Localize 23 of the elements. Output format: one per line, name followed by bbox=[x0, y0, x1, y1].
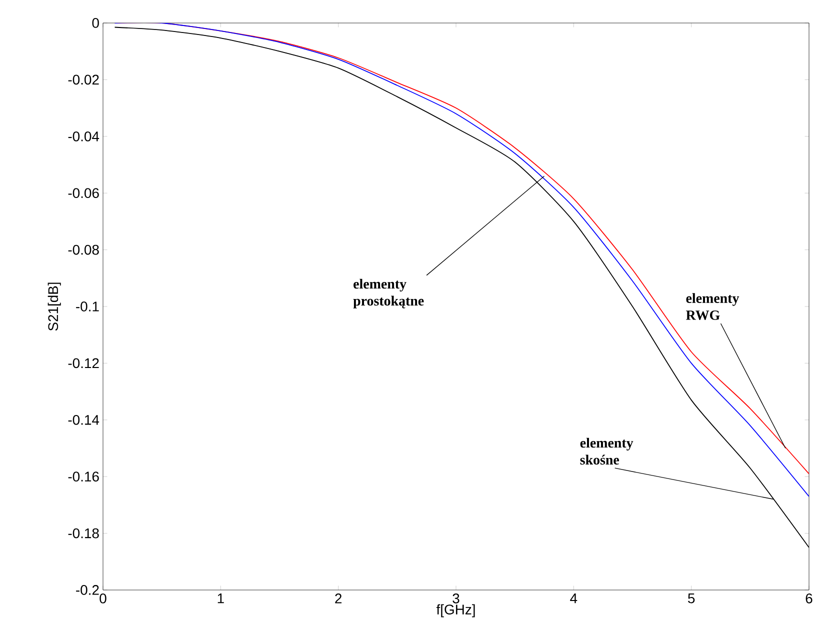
y-tick-label: 0 bbox=[92, 18, 99, 28]
y-axis-title: S21[dB] bbox=[48, 282, 61, 331]
y-tick-label: -0.1 bbox=[76, 302, 99, 312]
x-tick-label: 6 bbox=[806, 594, 812, 604]
y-tick-label: -0.2 bbox=[76, 585, 99, 595]
x-tick-label: 4 bbox=[570, 594, 578, 604]
y-tick-label: -0.16 bbox=[68, 472, 99, 482]
y-tick-label: -0.12 bbox=[68, 358, 99, 368]
x-tick-label: 0 bbox=[100, 594, 106, 604]
y-tick-label: -0.08 bbox=[68, 244, 99, 255]
x-tick-label: 5 bbox=[688, 594, 695, 604]
y-tick-label: -0.04 bbox=[68, 131, 100, 142]
x-tick-label: 2 bbox=[335, 594, 342, 604]
x-tick-label: 1 bbox=[218, 594, 224, 604]
x-tick-label: 3 bbox=[452, 594, 460, 604]
y-tick-label: -0.14 bbox=[68, 414, 100, 425]
y-tick-label: -0.18 bbox=[68, 528, 99, 538]
annotation: elementy prostokątne bbox=[353, 278, 424, 308]
annotation: elementy RWG bbox=[686, 293, 740, 320]
y-tick-label: -0.06 bbox=[68, 188, 99, 198]
annotation: elementy skośne bbox=[580, 438, 634, 465]
y-tick-label: -0.02 bbox=[68, 74, 99, 85]
x-axis-title: f[GHz] bbox=[436, 604, 475, 618]
